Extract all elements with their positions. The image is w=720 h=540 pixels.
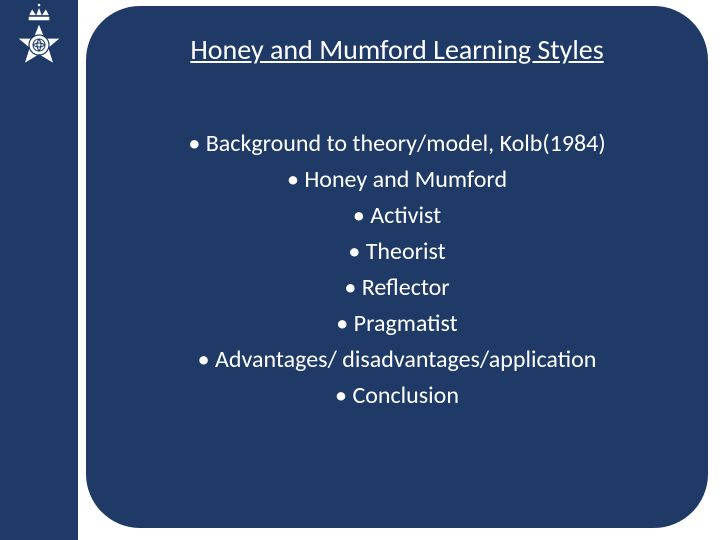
slide-card: Honey and Mumford Learning Styles Backgr… <box>86 6 708 528</box>
list-item: Theorist <box>86 234 708 270</box>
list-item: Activist <box>86 198 708 234</box>
list-item: Honey and Mumford <box>86 162 708 198</box>
list-item: Reflector <box>86 270 708 306</box>
list-item: Pragmatist <box>86 306 708 342</box>
list-item: Background to theory/model, Kolb(1984) <box>86 126 708 162</box>
police-crest-badge <box>8 2 70 74</box>
list-item: Conclusion <box>86 378 708 414</box>
bullet-list: Background to theory/model, Kolb(1984) H… <box>86 126 708 414</box>
sidebar-stripe <box>0 0 78 540</box>
slide-title: Honey and Mumford Learning Styles <box>86 32 708 67</box>
list-item: Advantages/ disadvantages/application <box>86 342 708 378</box>
